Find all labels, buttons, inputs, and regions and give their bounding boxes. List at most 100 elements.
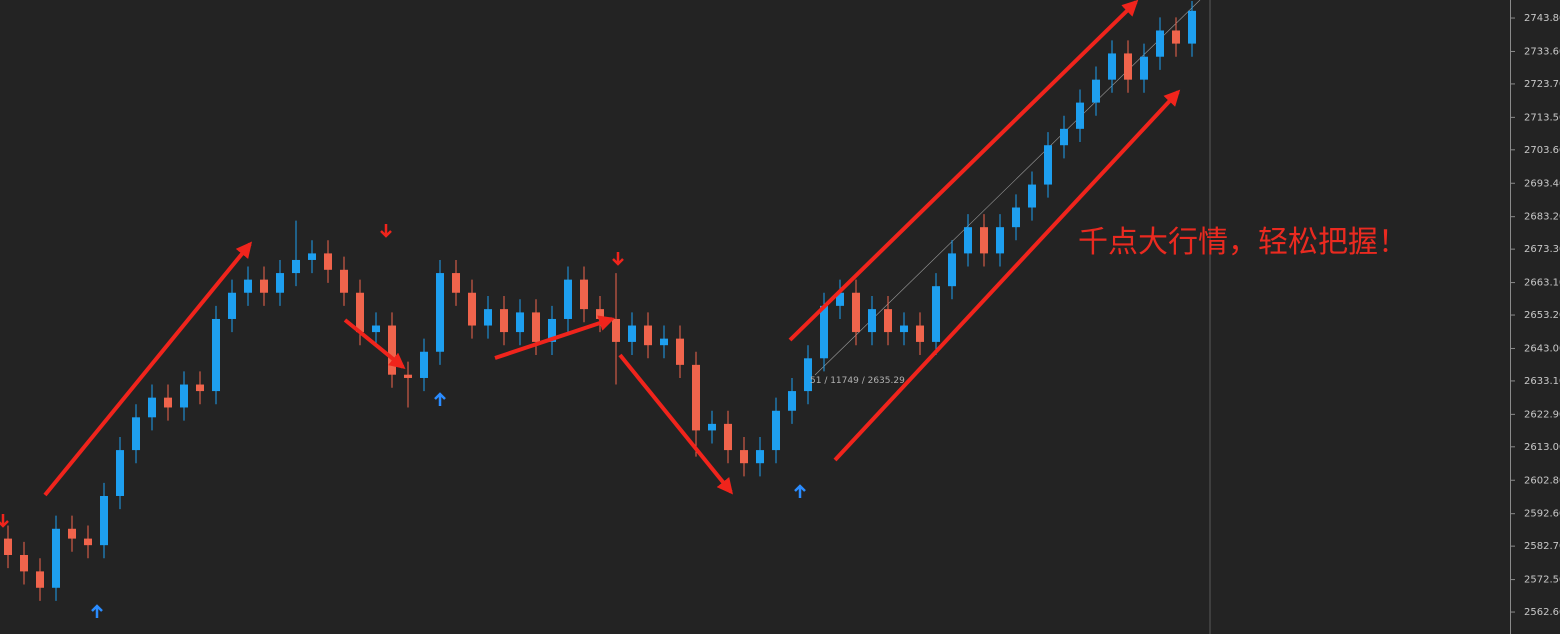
up-signal xyxy=(794,484,806,498)
candle-body xyxy=(148,397,156,418)
annotation-arrows xyxy=(43,0,1181,497)
candle-body xyxy=(612,318,620,342)
candle-body xyxy=(1092,79,1100,103)
candle-body xyxy=(308,253,316,260)
price-axis: 2743.80 2733.60 2723.70 2713.50 2703.60 2693.… xyxy=(1510,13,1560,618)
y-tick-label: 2703.60 xyxy=(1524,145,1560,156)
candle-body xyxy=(404,374,412,378)
candle-body xyxy=(692,364,700,431)
y-tick-label: 2663.10 xyxy=(1524,278,1560,289)
candle-body xyxy=(164,397,172,408)
candle-body xyxy=(980,227,988,254)
candle-body xyxy=(452,273,460,293)
up-signal xyxy=(91,604,103,618)
arrow xyxy=(618,353,734,495)
candle-body xyxy=(996,227,1004,254)
candle-body xyxy=(1124,53,1132,80)
candle-body xyxy=(516,312,524,333)
candle-body xyxy=(1076,102,1084,129)
candle-body xyxy=(932,286,940,342)
candle-body xyxy=(212,318,220,392)
candle-body xyxy=(820,305,828,359)
candle-body xyxy=(676,338,684,365)
candle-body xyxy=(596,309,604,319)
candle-body xyxy=(420,351,428,378)
y-tick-label: 2683.20 xyxy=(1524,212,1560,223)
candle-body xyxy=(260,279,268,293)
candle-body xyxy=(372,325,380,333)
candle-body xyxy=(244,279,252,293)
y-tick-label: 2572.50 xyxy=(1524,575,1560,586)
candle-body xyxy=(1060,128,1068,146)
candle-body xyxy=(740,450,748,464)
candle-body xyxy=(836,292,844,306)
crosshair-info: 51 / 11749 / 2635.29 xyxy=(810,376,905,386)
y-tick-label: 2643.00 xyxy=(1524,343,1560,354)
candle-body xyxy=(436,273,444,352)
candle-body xyxy=(484,309,492,326)
y-tick-label: 2723.70 xyxy=(1524,79,1560,90)
candle-body xyxy=(964,227,972,254)
y-tick-label: 2613.00 xyxy=(1524,442,1560,453)
candle-body xyxy=(1012,207,1020,228)
candle-body xyxy=(1140,56,1148,80)
candle-body xyxy=(20,554,28,572)
y-tick-label: 2743.80 xyxy=(1524,13,1560,24)
candle-body xyxy=(532,312,540,342)
y-tick-label: 2562.60 xyxy=(1524,607,1560,618)
candle-body xyxy=(132,417,140,451)
candle-body xyxy=(708,423,716,431)
y-tick-label: 2622.90 xyxy=(1524,409,1560,420)
y-tick-label: 2633.10 xyxy=(1524,376,1560,387)
candle-body xyxy=(340,269,348,293)
candle-body xyxy=(388,325,396,375)
candle-body xyxy=(1172,30,1180,44)
candle-body xyxy=(356,292,364,333)
candle-body xyxy=(580,279,588,310)
candle-body xyxy=(916,325,924,342)
candle-body xyxy=(644,325,652,346)
arrow xyxy=(788,0,1139,342)
candle-body xyxy=(724,423,732,451)
arrow xyxy=(494,315,616,360)
candle-body xyxy=(548,318,556,342)
candle-body xyxy=(468,292,476,326)
candle-body xyxy=(660,338,668,346)
candle-body xyxy=(852,292,860,333)
candle-body xyxy=(788,391,796,411)
candle-body xyxy=(1044,145,1052,185)
candle-body xyxy=(324,253,332,270)
candle-body xyxy=(84,538,92,546)
candle-body xyxy=(228,292,236,319)
signal-arrows xyxy=(0,224,806,618)
y-tick-label: 2693.40 xyxy=(1524,178,1560,189)
arrow xyxy=(43,241,253,497)
candle-body xyxy=(36,571,44,588)
candle-body xyxy=(180,384,188,408)
arrow xyxy=(343,318,406,370)
y-tick-label: 2582.70 xyxy=(1524,541,1560,552)
candle-body xyxy=(52,528,60,588)
candle-body xyxy=(868,309,876,333)
candle-body xyxy=(68,528,76,539)
down-signal xyxy=(612,252,624,266)
y-tick-label: 2602.80 xyxy=(1524,475,1560,486)
down-signal xyxy=(0,514,9,528)
candle-body xyxy=(564,279,572,319)
candle-body xyxy=(1188,10,1196,44)
up-signal xyxy=(434,392,446,406)
candle-body xyxy=(276,273,284,293)
headline: 千点大行情，轻松把握！ xyxy=(1078,225,1408,260)
candles xyxy=(4,0,1196,601)
candle-body xyxy=(4,538,12,555)
candle-body xyxy=(100,495,108,546)
y-tick-label: 2653.20 xyxy=(1524,310,1560,321)
candle-body xyxy=(772,410,780,451)
trend-line xyxy=(814,0,1201,376)
y-tick-label: 2713.50 xyxy=(1524,112,1560,123)
candle-body xyxy=(900,325,908,333)
candle-body xyxy=(1108,53,1116,80)
y-tick-label: 2592.60 xyxy=(1524,509,1560,520)
candle-body xyxy=(948,253,956,287)
